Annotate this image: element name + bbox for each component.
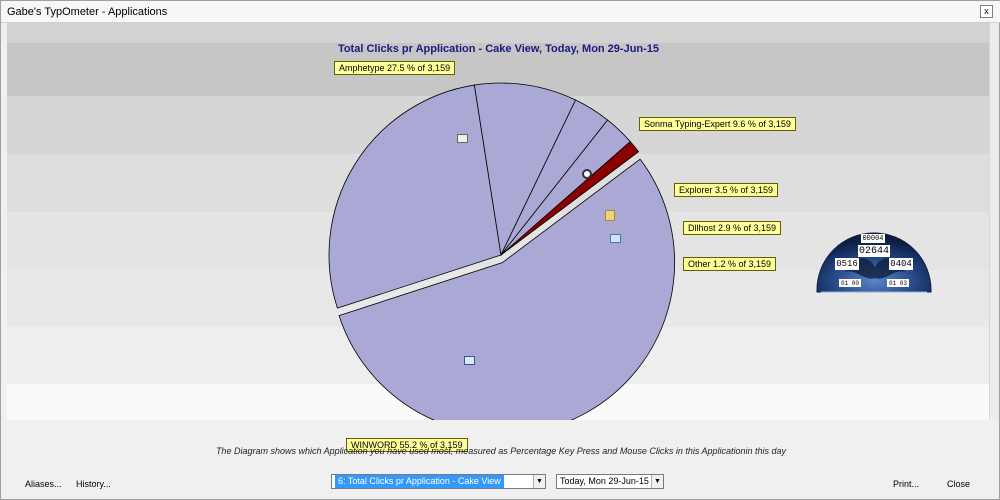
slice-label-sonma: Sonma Typing-Expert 9.6 % of 3,159	[639, 117, 796, 131]
close-window-icon[interactable]: x	[980, 5, 993, 18]
close-button[interactable]: Close	[947, 479, 971, 489]
gauge-right-counter: 0404	[889, 258, 913, 270]
gauge-bottom-right-counter: 01 03	[887, 279, 909, 287]
slice-label-winword: WINWORD 55.2 % of 3,159	[346, 438, 468, 452]
bottom-toolbar: Aliases... History... Print... Close	[1, 471, 1000, 499]
slice-label-dllhost: Dllhost 2.9 % of 3,159	[683, 221, 782, 235]
slice-label-explorer: Explorer 3.5 % of 3,159	[674, 183, 779, 197]
typometer-gauge: 00004 02644 0516 0404 01 00 01 03	[815, 212, 933, 312]
chart-description: The Diagram shows which Application you …	[215, 446, 787, 456]
typing-expert-icon	[582, 169, 592, 179]
print-button[interactable]: Print...	[893, 479, 920, 489]
title-bar: Gabe's TypOmeter - Applications x	[1, 1, 1000, 23]
word-icon	[464, 356, 475, 365]
chevron-down-icon[interactable]: ▼	[533, 475, 545, 488]
chart-title: Total Clicks pr Application - Cake View,…	[337, 43, 660, 55]
aliases-button[interactable]: Aliases...	[25, 479, 62, 489]
view-select[interactable]: 6: Total Clicks pr Application - Cake Vi…	[331, 474, 546, 489]
window-title: Gabe's TypOmeter - Applications	[7, 6, 168, 18]
dllhost-icon	[610, 234, 621, 243]
date-select[interactable]: Today, Mon 29-Jun-15 ▼	[556, 474, 664, 489]
slice-label-amphetype: Amphetype 27.5 % of 3,159	[334, 61, 456, 75]
pie-slice-other	[500, 141, 640, 256]
pie-slice-winword	[338, 158, 675, 420]
chevron-down-icon[interactable]: ▼	[651, 475, 663, 488]
band	[7, 23, 990, 43]
gauge-middle-counter: 02644	[858, 245, 890, 257]
gauge-dial-icon	[816, 232, 932, 293]
view-select-value: 6: Total Clicks pr Application - Cake Vi…	[335, 475, 504, 488]
amphetype-icon	[457, 134, 468, 143]
chart-canvas: Total Clicks pr Application - Cake View,…	[7, 23, 990, 420]
folder-icon	[605, 210, 615, 221]
pie-slice-sonma-typing-expert	[473, 82, 577, 257]
slice-label-other: Other 1.2 % of 3,159	[683, 257, 777, 271]
vertical-scrollbar[interactable]	[989, 23, 999, 419]
gauge-left-counter: 0516	[835, 258, 859, 270]
gauge-top-counter: 00004	[861, 234, 885, 243]
history-button[interactable]: History...	[76, 479, 111, 489]
date-select-value: Today, Mon 29-Jun-15	[560, 476, 649, 486]
gauge-bottom-left-counter: 01 00	[839, 279, 861, 287]
